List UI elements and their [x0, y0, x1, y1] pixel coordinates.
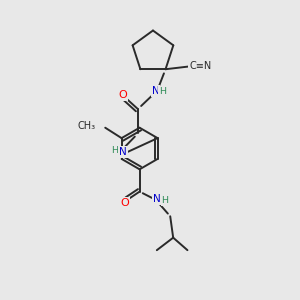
Text: O: O [119, 90, 128, 100]
Text: C≡N: C≡N [189, 61, 212, 71]
Text: H: H [111, 146, 118, 155]
Text: N: N [119, 147, 127, 157]
Text: H: H [161, 196, 168, 205]
Text: CH₃: CH₃ [78, 121, 96, 131]
Text: N: N [152, 86, 160, 96]
Text: O: O [120, 198, 129, 208]
Text: N: N [153, 194, 161, 204]
Text: H: H [159, 87, 166, 96]
